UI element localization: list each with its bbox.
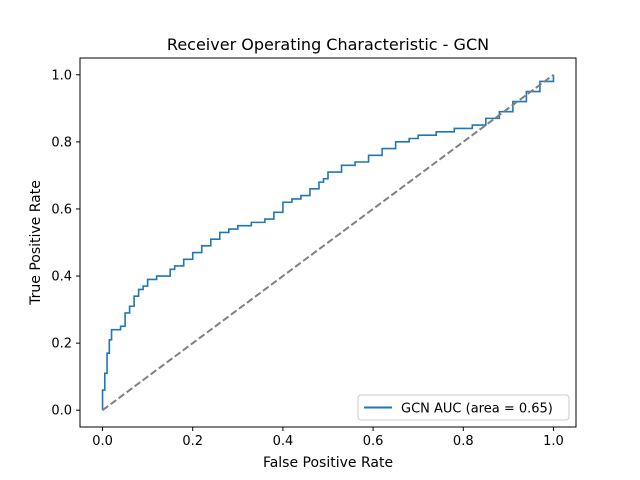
- y-tick-label: 0.8: [51, 135, 72, 150]
- x-tick-label: 0.8: [453, 434, 474, 449]
- x-tick-label: 1.0: [543, 434, 564, 449]
- y-tick-label: 0.4: [51, 270, 72, 285]
- chart-title: Receiver Operating Characteristic - GCN: [167, 35, 489, 54]
- x-tick-label: 0.0: [92, 434, 113, 449]
- series-layer: [101, 73, 555, 412]
- chance-diagonal-line: [101, 73, 555, 412]
- roc-curve-gcn: [101, 74, 555, 411]
- y-axis-label: True Positive Rate: [28, 180, 44, 306]
- x-axis-label: False Positive Rate: [263, 455, 393, 471]
- y-tick-label: 0.0: [51, 404, 72, 419]
- legend: GCN AUC (area = 0.65): [357, 394, 570, 421]
- x-tick-label: 0.6: [363, 434, 384, 449]
- y-tick-label: 1.0: [51, 68, 72, 83]
- plot-area: [79, 57, 577, 428]
- legend-label-gcn: GCN AUC (area = 0.65): [401, 402, 553, 417]
- y-tick-label: 0.6: [51, 202, 72, 217]
- y-axis-ticks: 0.0 0.2 0.4 0.6 0.8 1.0: [51, 68, 80, 419]
- axes-border: [79, 57, 577, 428]
- x-tick-label: 0.4: [273, 434, 294, 449]
- x-axis-ticks: 0.0 0.2 0.4 0.6 0.8 1.0: [92, 427, 564, 449]
- legend-box: [357, 394, 570, 421]
- y-tick-label: 0.2: [51, 337, 72, 352]
- x-tick-label: 0.2: [182, 434, 203, 449]
